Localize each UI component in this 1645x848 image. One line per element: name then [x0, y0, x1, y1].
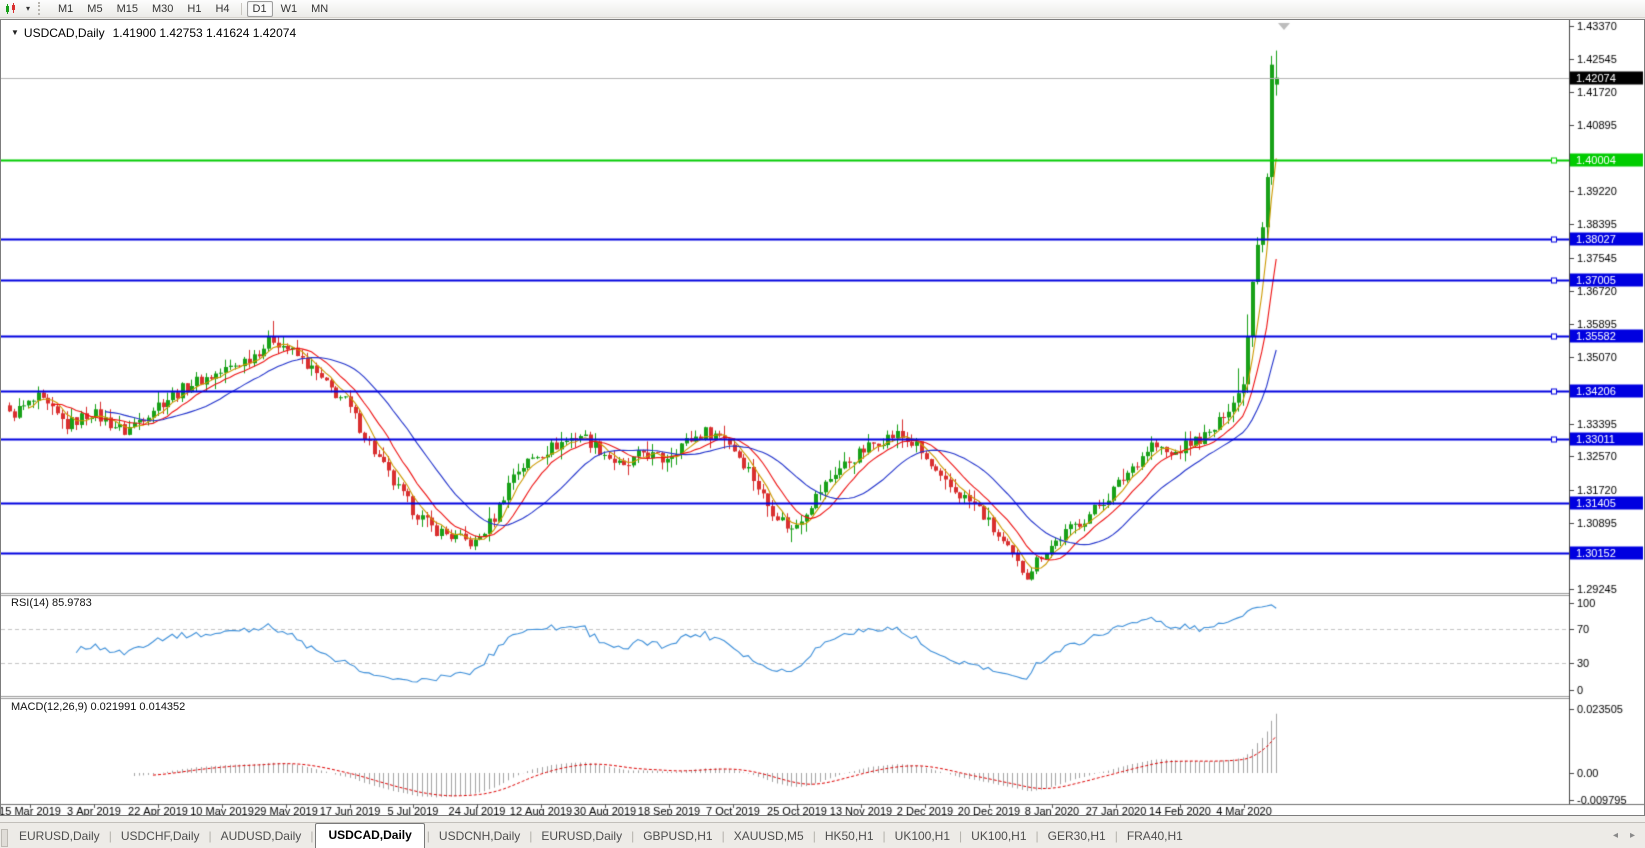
timeframe-toolbar: ▾ M1 M5 M15 M30 H1 H4 D1 W1 MN [0, 0, 1645, 18]
timeframe-buttons: M1 M5 M15 M30 H1 H4 D1 W1 MN [51, 0, 335, 18]
chart-tabs: EURUSD,Daily | USDCHF,Daily | AUDUSD,Daily | U… [10, 823, 1192, 848]
rsi-label: RSI(14) 85.9783 [11, 597, 92, 609]
chart-title: ▼ USDCAD,Daily 1.41900 1.42753 1.41624 1.4… [11, 26, 296, 40]
chart-tool-button[interactable] [2, 1, 22, 17]
chart-tab-uk100-h1[interactable]: UK100,H1 [894, 829, 951, 843]
tabs-scroll-right-icon[interactable]: ▸ [1629, 830, 1635, 841]
collapse-triangle-icon[interactable]: ▼ [11, 28, 19, 37]
chart-tab-usdcad-daily[interactable]: USDCAD,Daily [315, 823, 425, 848]
chart-tab-eurusd-daily[interactable]: EURUSD,Daily [19, 829, 100, 843]
tab-separator: | [1114, 829, 1118, 843]
tab-separator: | [108, 829, 112, 843]
macd-label: MACD(12,26,9) 0.021991 0.014352 [11, 701, 186, 713]
chart-tab-audusd-daily[interactable]: AUDUSD,Daily [220, 829, 302, 843]
chart-tab-xauusd-m5[interactable]: XAUUSD,M5 [733, 829, 804, 843]
timeframe-button-m30[interactable]: M30 [146, 1, 179, 17]
timeframe-button-d1[interactable]: D1 [246, 0, 273, 17]
chevron-down-icon: ▾ [25, 3, 30, 13]
tab-separator: | [882, 829, 886, 843]
toolbar-grip[interactable] [38, 2, 45, 15]
tabbar-notch [1, 829, 8, 847]
tab-separator: | [812, 829, 816, 843]
toolbar-caret-button[interactable]: ▾ [22, 1, 34, 17]
timeframe-button-mn[interactable]: MN [305, 1, 334, 17]
chart-tab-usdcnh-daily[interactable]: USDCNH,Daily [438, 829, 521, 843]
tab-separator: | [426, 829, 430, 843]
toolbar-separator [240, 2, 242, 15]
timeframe-button-m1[interactable]: M1 [52, 1, 79, 17]
tab-separator: | [959, 829, 963, 843]
tab-separator: | [529, 829, 533, 843]
timeframe-button-m5[interactable]: M5 [81, 1, 108, 17]
tab-separator: | [721, 829, 725, 843]
tab-separator: | [1035, 829, 1039, 843]
timeframe-button-h1[interactable]: H1 [181, 1, 207, 17]
tab-separator: | [310, 829, 314, 843]
chart-title-symbol: USDCAD,Daily [23, 26, 105, 40]
tab-separator: | [208, 829, 212, 843]
chart-tab-eurusd-daily[interactable]: EURUSD,Daily [541, 829, 623, 843]
timeframe-button-m15[interactable]: M15 [111, 1, 144, 17]
candlestick-tool-icon [6, 2, 15, 14]
timeframe-button-h4[interactable]: H4 [209, 1, 235, 17]
chart-window: ▼ USDCAD,Daily 1.41900 1.42753 1.41624 1.4… [0, 19, 1645, 816]
chart-tab-gbpusd-h1[interactable]: GBPUSD,H1 [643, 829, 713, 843]
chart-tab-uk100-h1[interactable]: UK100,H1 [971, 829, 1027, 843]
chart-title-ohlc: 1.41900 1.42753 1.41624 1.42074 [112, 26, 297, 40]
tab-separator: | [631, 829, 635, 843]
price-chart-canvas[interactable] [1, 20, 1644, 815]
chart-tab-ger30-h1[interactable]: GER30,H1 [1047, 829, 1106, 843]
tabs-scroll-left-icon[interactable]: ◂ [1612, 830, 1618, 841]
tab-scroll-arrows: ◂ ▸ [1613, 831, 1635, 841]
timeframe-button-w1[interactable]: W1 [275, 1, 304, 17]
chart-tab-usdchf-daily[interactable]: USDCHF,Daily [120, 829, 200, 843]
chart-tab-hk50-h1[interactable]: HK50,H1 [824, 829, 874, 843]
chart-tabbar: EURUSD,Daily | USDCHF,Daily | AUDUSD,Daily | U… [0, 822, 1645, 848]
chart-tab-fra40-h1[interactable]: FRA40,H1 [1126, 829, 1183, 843]
